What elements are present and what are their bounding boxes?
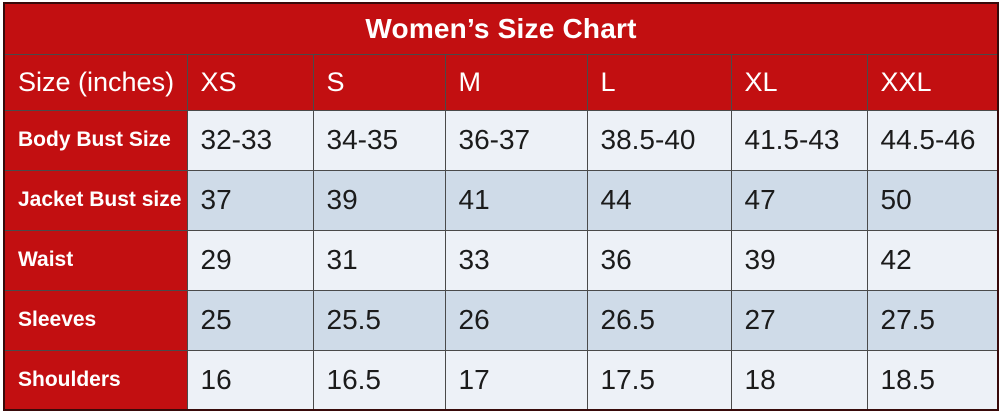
- column-header-m: M: [444, 53, 588, 111]
- table-row-shoulders: Shoulders 16 16.5 17 17.5 18 18.5: [3, 349, 999, 411]
- cell-value: 31: [312, 229, 446, 291]
- cell-value: 25: [186, 289, 314, 351]
- column-header-xxl: XXL: [866, 53, 999, 111]
- cell-value: 39: [312, 169, 446, 231]
- table-row-waist: Waist 29 31 33 36 39 42: [3, 229, 999, 291]
- cell-value: 36: [586, 229, 732, 291]
- cell-value: 44: [586, 169, 732, 231]
- cell-value: 50: [866, 169, 999, 231]
- cell-value: 47: [730, 169, 868, 231]
- cell-value: 32-33: [186, 109, 314, 171]
- cell-value: 29: [186, 229, 314, 291]
- table-row-body-bust-size: Body Bust Size 32-33 34-35 36-37 38.5-40…: [3, 109, 999, 171]
- cell-value: 41.5-43: [730, 109, 868, 171]
- column-header-s: S: [312, 53, 446, 111]
- cell-value: 42: [866, 229, 999, 291]
- cell-value: 44.5-46: [866, 109, 999, 171]
- table-row-sleeves: Sleeves 25 25.5 26 26.5 27 27.5: [3, 289, 999, 351]
- row-label-waist: Waist: [3, 229, 188, 291]
- size-chart-table: Women’s Size Chart Size (inches) XS S M …: [3, 2, 999, 411]
- table-row-jacket-bust-size: Jacket Bust size 37 39 41 44 47 50: [3, 169, 999, 231]
- header-row: Size (inches) XS S M L XL XXL: [3, 53, 999, 111]
- cell-value: 37: [186, 169, 314, 231]
- column-header-l: L: [586, 53, 732, 111]
- cell-value: 36-37: [444, 109, 588, 171]
- column-header-xs: XS: [186, 53, 314, 111]
- row-label-jacket-bust-size: Jacket Bust size: [3, 169, 188, 231]
- cell-value: 18: [730, 349, 868, 411]
- cell-value: 27: [730, 289, 868, 351]
- cell-value: 17: [444, 349, 588, 411]
- row-label-sleeves: Sleeves: [3, 289, 188, 351]
- title-row: Women’s Size Chart: [3, 2, 999, 55]
- cell-value: 34-35: [312, 109, 446, 171]
- cell-value: 16: [186, 349, 314, 411]
- cell-value: 38.5-40: [586, 109, 732, 171]
- cell-value: 33: [444, 229, 588, 291]
- row-label-shoulders: Shoulders: [3, 349, 188, 411]
- cell-value: 26: [444, 289, 588, 351]
- cell-value: 27.5: [866, 289, 999, 351]
- row-label-body-bust-size: Body Bust Size: [3, 109, 188, 171]
- cell-value: 41: [444, 169, 588, 231]
- cell-value: 18.5: [866, 349, 999, 411]
- cell-value: 26.5: [586, 289, 732, 351]
- cell-value: 25.5: [312, 289, 446, 351]
- column-header-size-inches: Size (inches): [3, 53, 188, 111]
- cell-value: 17.5: [586, 349, 732, 411]
- cell-value: 39: [730, 229, 868, 291]
- chart-title: Women’s Size Chart: [3, 2, 999, 55]
- cell-value: 16.5: [312, 349, 446, 411]
- column-header-xl: XL: [730, 53, 868, 111]
